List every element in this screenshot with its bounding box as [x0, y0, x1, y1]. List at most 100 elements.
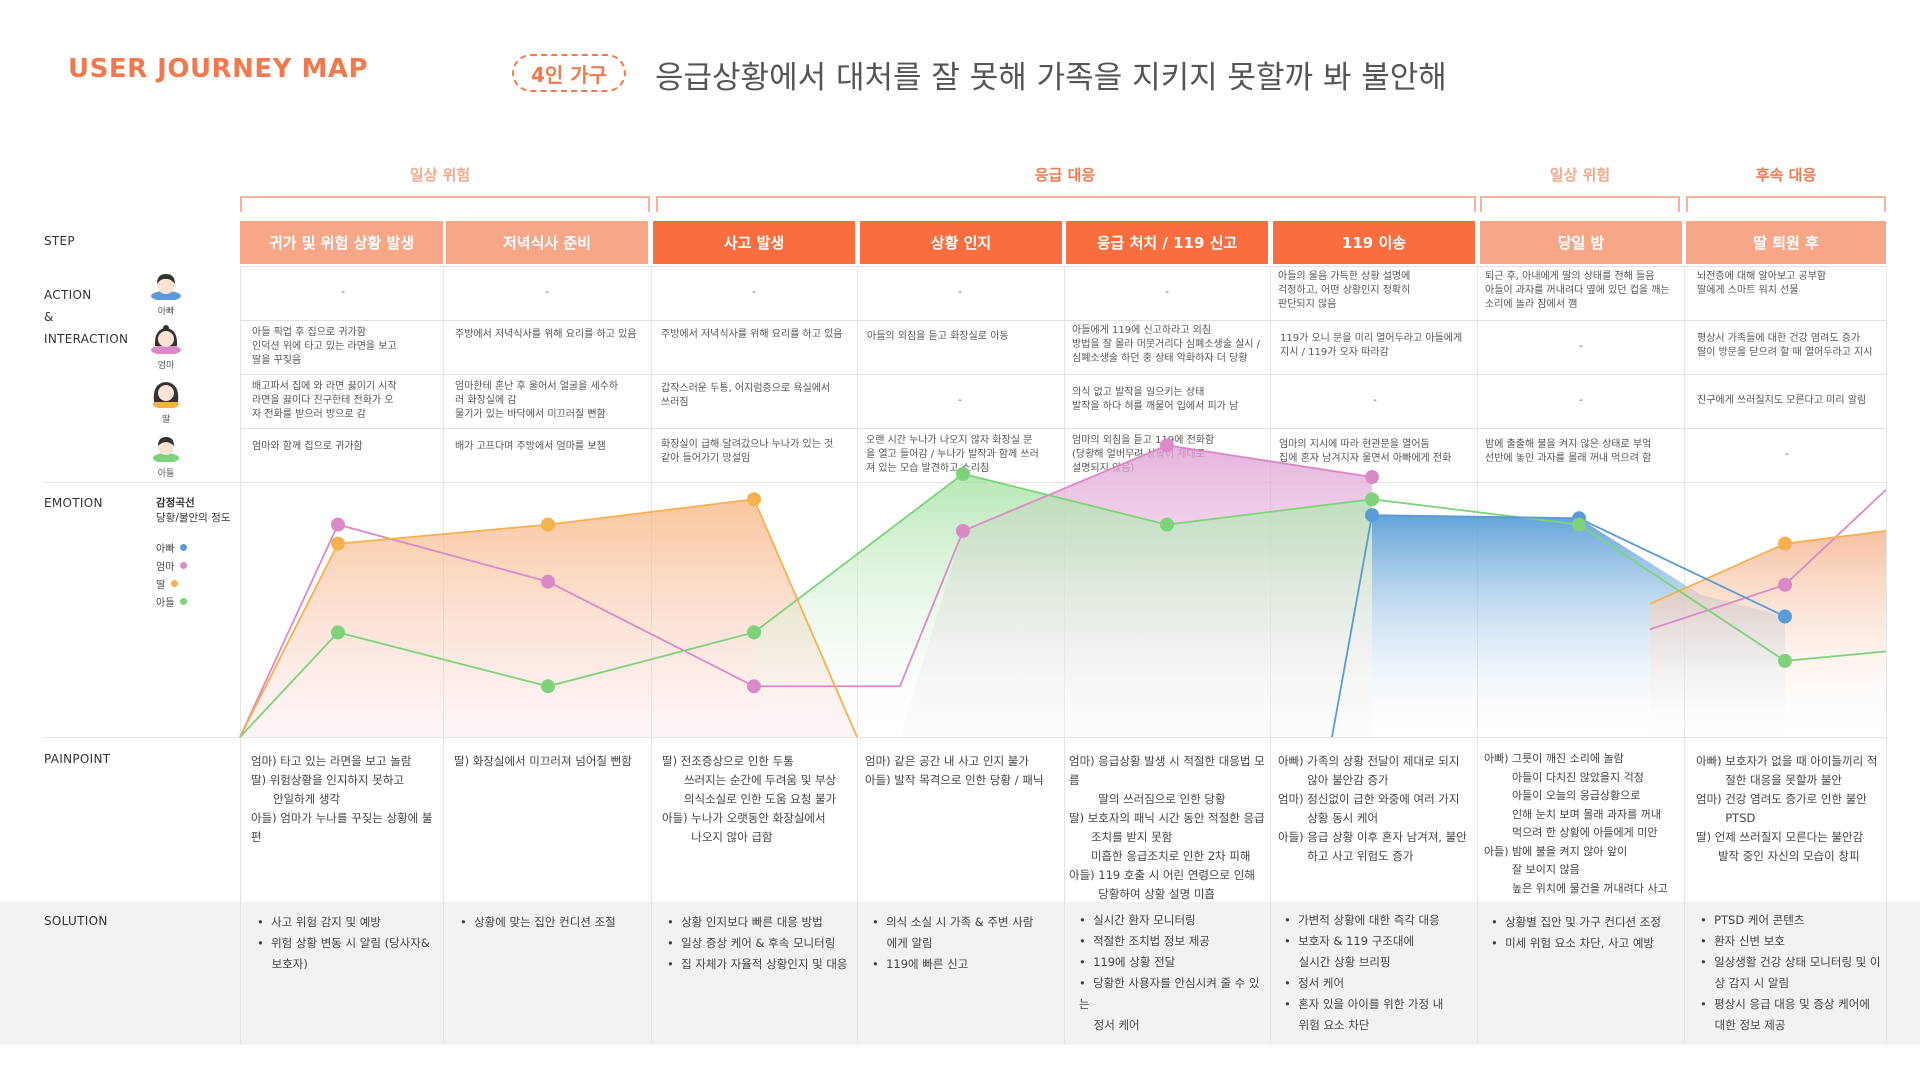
emotion-point — [747, 625, 761, 640]
step-header: 사고 발생 — [653, 221, 855, 264]
legend-item: 딸 — [156, 576, 187, 591]
painpoint-cell: 아빠) 가족의 상황 전달이 제대로 되지 않아 불안감 증가 엄마) 정신없이… — [1278, 754, 1467, 863]
row-label-painpoint: PAINPOINT — [44, 752, 111, 766]
action-cell: - — [958, 395, 962, 406]
avatar-son: 아들 — [146, 432, 186, 479]
action-cell: - — [1785, 449, 1789, 460]
step-header: 귀가 및 위험 상황 발생 — [240, 221, 443, 264]
persona-name: 딸 — [161, 415, 171, 425]
dad-line — [1331, 514, 1786, 738]
emotion-point — [331, 625, 345, 640]
phase-label: 후속 대응 — [1755, 166, 1817, 184]
headline: 응급상황에서 대처를 잘 못해 가족을 지키지 못할까 봐 불안해 — [655, 60, 1447, 96]
legend-label: 아들 — [156, 598, 175, 609]
emotion-point — [541, 679, 555, 694]
action-cell: 아들에게 119에 신고하라고 외침 방법을 잘 몰라 머뭇거리다 심폐소생술 … — [1072, 325, 1261, 364]
solution-band — [0, 902, 1920, 1045]
column-divider — [1886, 266, 1887, 1045]
family-badge: 4인 가구 — [512, 54, 626, 92]
action-cell: 아들의 울음 가득한 상황 설명에 걱정하고, 어떤 상황인지 정확히 판단되지… — [1278, 271, 1411, 310]
emotion-title: 감정곡선 당황/불안의 정도 — [156, 496, 231, 526]
solution-cell: • 사고 위험 감지 및 예방 • 위험 상황 변동 시 알림 (당사자& 보호… — [257, 915, 430, 971]
dad-icon — [151, 274, 181, 301]
persona-name: 아빠 — [157, 307, 175, 317]
legend-dot — [180, 598, 188, 605]
phase-label: 응급 대응 — [1034, 166, 1096, 184]
solution-cell: • PTSD 케어 콘텐츠 • 환자 신변 보호 • 일상생활 건강 상태 모니… — [1700, 913, 1881, 1032]
action-cell: 평상시 가족들에 대한 건강 염려도 증가 딸이 방문을 닫으려 할 때 열어두… — [1697, 333, 1873, 358]
phase-bracket — [1480, 196, 1680, 212]
solution-cell: • 상황에 맞는 집안 컨디션 조절 — [460, 915, 616, 929]
emotion-point — [747, 679, 761, 694]
phase-label: 일상 위험 — [409, 166, 471, 184]
row-divider — [240, 374, 1886, 375]
row-label-step: STEP — [44, 234, 75, 248]
emotion-point — [1365, 508, 1379, 523]
emotion-point — [331, 517, 345, 532]
action-cell: 화장실이 급해 달려갔으나 누나가 있는 것 같아 들어가기 망설임 — [661, 439, 834, 464]
emotion-point — [1365, 470, 1379, 485]
action-cell: 엄마와 함께 집으로 귀가함 — [252, 441, 363, 452]
emotion-point — [747, 492, 761, 507]
row-label-interaction: INTERACTION — [44, 332, 129, 346]
persona-name: 엄마 — [157, 361, 175, 371]
legend-dot — [180, 562, 188, 569]
emotion-sublabel: 당황/불안의 정도 — [156, 512, 231, 524]
action-cell: - — [341, 287, 345, 298]
solution-cell: • 상황 인지보다 빠른 대응 방법 • 일상 증상 케어 & 후속 모니터링 … — [667, 915, 848, 971]
action-cell: - — [1373, 395, 1377, 406]
legend-item: 아들 — [156, 594, 188, 609]
emotion-points — [331, 438, 1792, 694]
action-cell: 주방에서 저녁식사를 위해 요리를 하고 있음 — [455, 329, 637, 340]
phase-bracket — [240, 196, 650, 212]
painpoint-cell: 엄마) 타고 있는 라면을 보고 놀람 딸) 위험상황을 인지하지 못하고 안일… — [251, 754, 433, 844]
action-cell: - — [1165, 287, 1169, 298]
emotion-point — [1778, 577, 1792, 592]
emotion-point — [956, 523, 970, 538]
son-area — [754, 473, 1372, 737]
row-divider — [240, 266, 1886, 267]
action-cell: - — [1579, 341, 1583, 352]
son-line — [239, 472, 1887, 738]
step-header: 119 이송 — [1273, 221, 1475, 264]
legend-label: 엄마 — [156, 562, 175, 573]
solution-cell: • 실시간 환자 모니터링 • 적절한 조치법 정보 제공 • 119에 상황 … — [1079, 913, 1260, 1032]
emotion-point — [1778, 609, 1792, 624]
action-cell: 의식 없고 발작을 일으키는 상태 발작을 하다 혀를 깨물어 입에서 피가 남 — [1072, 387, 1239, 412]
action-cell: - — [958, 287, 962, 298]
phase-bracket — [1686, 196, 1886, 212]
phase-label: 일상 위험 — [1549, 166, 1611, 184]
action-cell: 퇴근 후, 아내에게 딸의 상태를 전해 들음 아들이 과자를 꺼내려다 옆에 … — [1485, 271, 1670, 310]
action-cell: 아들의 외침을 듣고 화장실로 이동 — [867, 331, 1009, 342]
emotion-point — [1572, 517, 1586, 532]
row-divider — [240, 428, 1886, 429]
painpoint-cell: 딸) 화장실에서 미끄러져 넘어질 뻔함 — [454, 754, 632, 768]
painpoint-cell: 아빠) 그릇이 깨진 소리에 놀람 아들이 다치진 않았을지 걱정 아들이 오늘… — [1484, 752, 1668, 895]
emotion-legend: 아빠 엄마 딸 아들 — [156, 540, 188, 609]
action-cell: 배고파서 집에 와 라면 끓이기 시작 라면을 끓이다 친구한테 전화가 오 자… — [252, 381, 397, 420]
action-cell: 엄마한테 혼난 후 울어서 얼굴을 세수하 러 화장실에 감 물기가 있는 바닥… — [455, 381, 619, 420]
action-cell: 엄마의 지시에 따라 현관문을 열어둠 집에 혼자 남겨지자 울면서 아빠에게 … — [1279, 439, 1452, 464]
emotion-point — [1778, 653, 1792, 668]
emotion-point — [1160, 517, 1174, 532]
legend-label: 아빠 — [156, 544, 175, 555]
action-cell: 배가 고프다며 주방에서 엄마를 보챔 — [455, 441, 606, 452]
painpoint-cell: 딸) 전조증상으로 인한 두통 쓰러지는 순간에 두려움 및 부상 의식소실로 … — [662, 754, 837, 844]
emotion-point — [1365, 492, 1379, 507]
avatar-daughter: 딸 — [146, 378, 186, 425]
son-icon — [153, 437, 179, 463]
daughter-area — [240, 499, 857, 737]
action-cell: 뇌전증에 대해 알아보고 공부함 딸에게 스마트 워치 선물 — [1697, 271, 1827, 296]
legend-label: 딸 — [156, 580, 166, 591]
avatar-dad: 아빠 — [146, 270, 186, 317]
emotion-curve-label: 감정곡선 — [156, 497, 195, 509]
row-label-ampersand: & — [44, 310, 54, 324]
action-cell: - — [752, 287, 756, 298]
action-cell: 아들 픽업 후 집으로 귀가함 인덕션 위에 타고 있는 라면을 보고 딸을 꾸… — [252, 327, 397, 366]
action-cell: - — [1579, 395, 1583, 406]
step-header: 응급 처치 / 119 신고 — [1066, 221, 1268, 264]
mom-line — [239, 444, 1373, 738]
legend-item: 아빠 — [156, 540, 188, 555]
persona-name: 아들 — [157, 469, 175, 479]
